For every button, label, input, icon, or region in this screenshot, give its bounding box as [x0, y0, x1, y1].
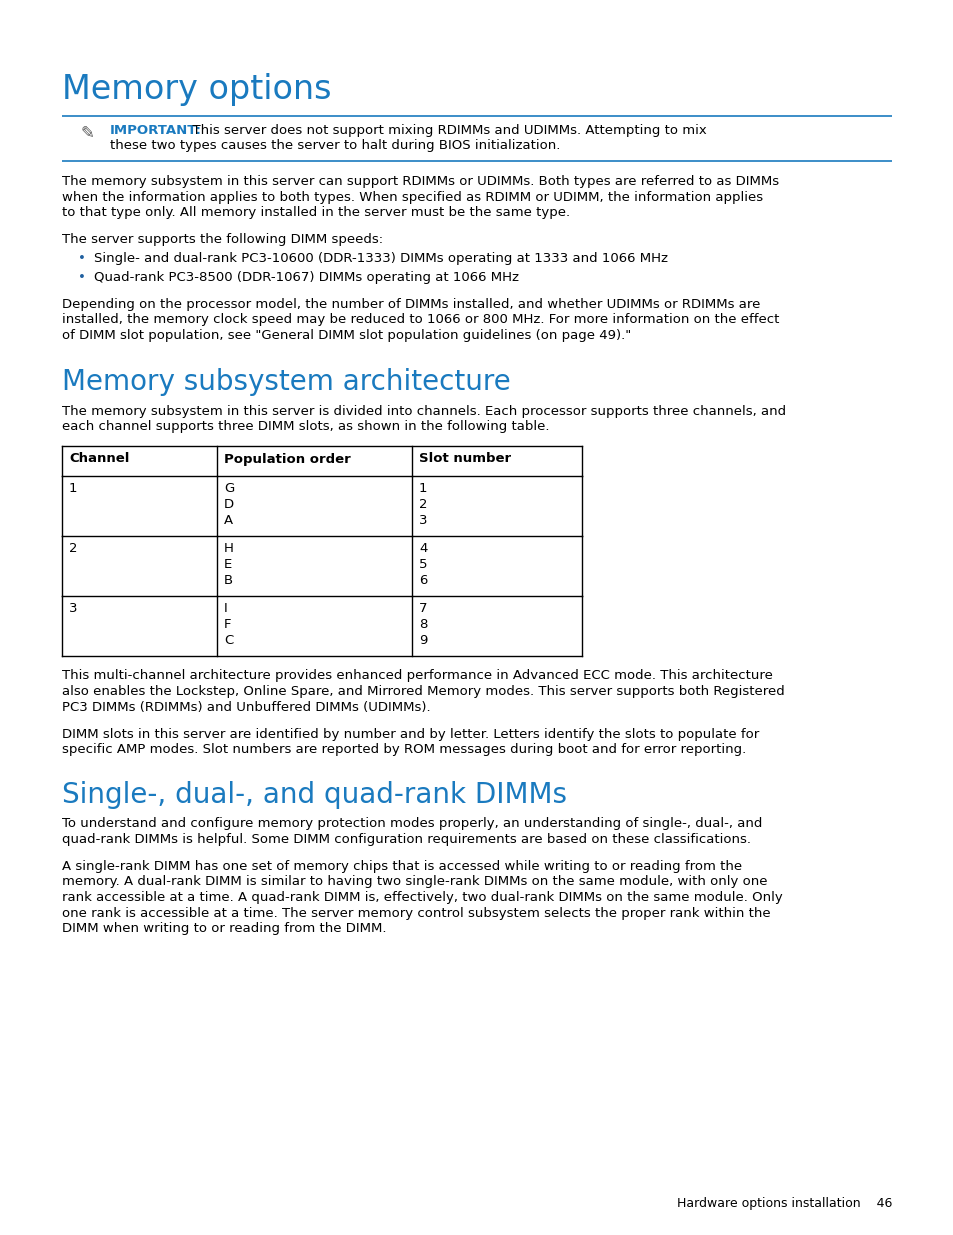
Text: G: G	[224, 483, 234, 495]
Text: Population order: Population order	[224, 452, 351, 466]
Text: rank accessible at a time. A quad-rank DIMM is, effectively, two dual-rank DIMMs: rank accessible at a time. A quad-rank D…	[62, 890, 781, 904]
Text: specific AMP modes. Slot numbers are reported by ROM messages during boot and fo: specific AMP modes. Slot numbers are rep…	[62, 743, 745, 757]
Text: 9: 9	[418, 634, 427, 646]
Text: ✎: ✎	[80, 124, 93, 142]
Text: A single-rank DIMM has one set of memory chips that is accessed while writing to: A single-rank DIMM has one set of memory…	[62, 860, 741, 873]
Text: This multi-channel architecture provides enhanced performance in Advanced ECC mo: This multi-channel architecture provides…	[62, 669, 772, 683]
Text: 3: 3	[69, 603, 77, 615]
Text: to that type only. All memory installed in the server must be the same type.: to that type only. All memory installed …	[62, 206, 570, 219]
Text: The memory subsystem in this server can support RDIMMs or UDIMMs. Both types are: The memory subsystem in this server can …	[62, 175, 779, 188]
Text: Depending on the processor model, the number of DIMMs installed, and whether UDI: Depending on the processor model, the nu…	[62, 298, 760, 311]
Text: installed, the memory clock speed may be reduced to 1066 or 800 MHz. For more in: installed, the memory clock speed may be…	[62, 314, 779, 326]
Text: 1: 1	[418, 483, 427, 495]
Text: Slot number: Slot number	[418, 452, 511, 466]
Text: Single- and dual-rank PC3-10600 (DDR-1333) DIMMs operating at 1333 and 1066 MHz: Single- and dual-rank PC3-10600 (DDR-133…	[94, 252, 667, 266]
Text: To understand and configure memory protection modes properly, an understanding o: To understand and configure memory prote…	[62, 818, 761, 830]
Text: DIMM slots in this server are identified by number and by letter. Letters identi: DIMM slots in this server are identified…	[62, 727, 759, 741]
Text: C: C	[224, 634, 233, 646]
Text: Quad-rank PC3-8500 (DDR-1067) DIMMs operating at 1066 MHz: Quad-rank PC3-8500 (DDR-1067) DIMMs oper…	[94, 270, 518, 284]
Text: 3: 3	[418, 514, 427, 526]
Text: •: •	[78, 252, 86, 266]
Text: quad-rank DIMMs is helpful. Some DIMM configuration requirements are based on th: quad-rank DIMMs is helpful. Some DIMM co…	[62, 832, 750, 846]
Text: IMPORTANT:: IMPORTANT:	[110, 124, 202, 137]
Text: Single-, dual-, and quad-rank DIMMs: Single-, dual-, and quad-rank DIMMs	[62, 781, 566, 809]
Text: This server does not support mixing RDIMMs and UDIMMs. Attempting to mix: This server does not support mixing RDIM…	[184, 124, 706, 137]
Text: when the information applies to both types. When specified as RDIMM or UDIMM, th: when the information applies to both typ…	[62, 190, 762, 204]
Text: 4: 4	[418, 542, 427, 556]
Text: 1: 1	[69, 483, 77, 495]
Text: The server supports the following DIMM speeds:: The server supports the following DIMM s…	[62, 233, 383, 247]
Text: 2: 2	[69, 542, 77, 556]
Text: Hardware options installation    46: Hardware options installation 46	[676, 1197, 891, 1210]
Text: memory. A dual-rank DIMM is similar to having two single-rank DIMMs on the same : memory. A dual-rank DIMM is similar to h…	[62, 876, 767, 888]
Text: these two types causes the server to halt during BIOS initialization.: these two types causes the server to hal…	[110, 140, 559, 152]
Text: H: H	[224, 542, 233, 556]
Text: 7: 7	[418, 603, 427, 615]
Text: also enables the Lockstep, Online Spare, and Mirrored Memory modes. This server : also enables the Lockstep, Online Spare,…	[62, 685, 784, 698]
Text: B: B	[224, 573, 233, 587]
Text: PC3 DIMMs (RDIMMs) and Unbuffered DIMMs (UDIMMs).: PC3 DIMMs (RDIMMs) and Unbuffered DIMMs …	[62, 700, 430, 714]
Text: Memory subsystem architecture: Memory subsystem architecture	[62, 368, 510, 396]
Text: 6: 6	[418, 573, 427, 587]
Text: each channel supports three DIMM slots, as shown in the following table.: each channel supports three DIMM slots, …	[62, 420, 549, 433]
Text: The memory subsystem in this server is divided into channels. Each processor sup: The memory subsystem in this server is d…	[62, 405, 785, 417]
Text: D: D	[224, 498, 233, 511]
Text: A: A	[224, 514, 233, 526]
Text: 8: 8	[418, 618, 427, 631]
Text: I: I	[224, 603, 228, 615]
Text: F: F	[224, 618, 232, 631]
Text: Memory options: Memory options	[62, 73, 331, 106]
Text: one rank is accessible at a time. The server memory control subsystem selects th: one rank is accessible at a time. The se…	[62, 906, 770, 920]
Text: of DIMM slot population, see "General DIMM slot population guidelines (on page 4: of DIMM slot population, see "General DI…	[62, 329, 631, 342]
Text: 5: 5	[418, 558, 427, 571]
Text: 2: 2	[418, 498, 427, 511]
Text: •: •	[78, 270, 86, 284]
Text: E: E	[224, 558, 232, 571]
Text: Channel: Channel	[69, 452, 130, 466]
Text: DIMM when writing to or reading from the DIMM.: DIMM when writing to or reading from the…	[62, 923, 386, 935]
